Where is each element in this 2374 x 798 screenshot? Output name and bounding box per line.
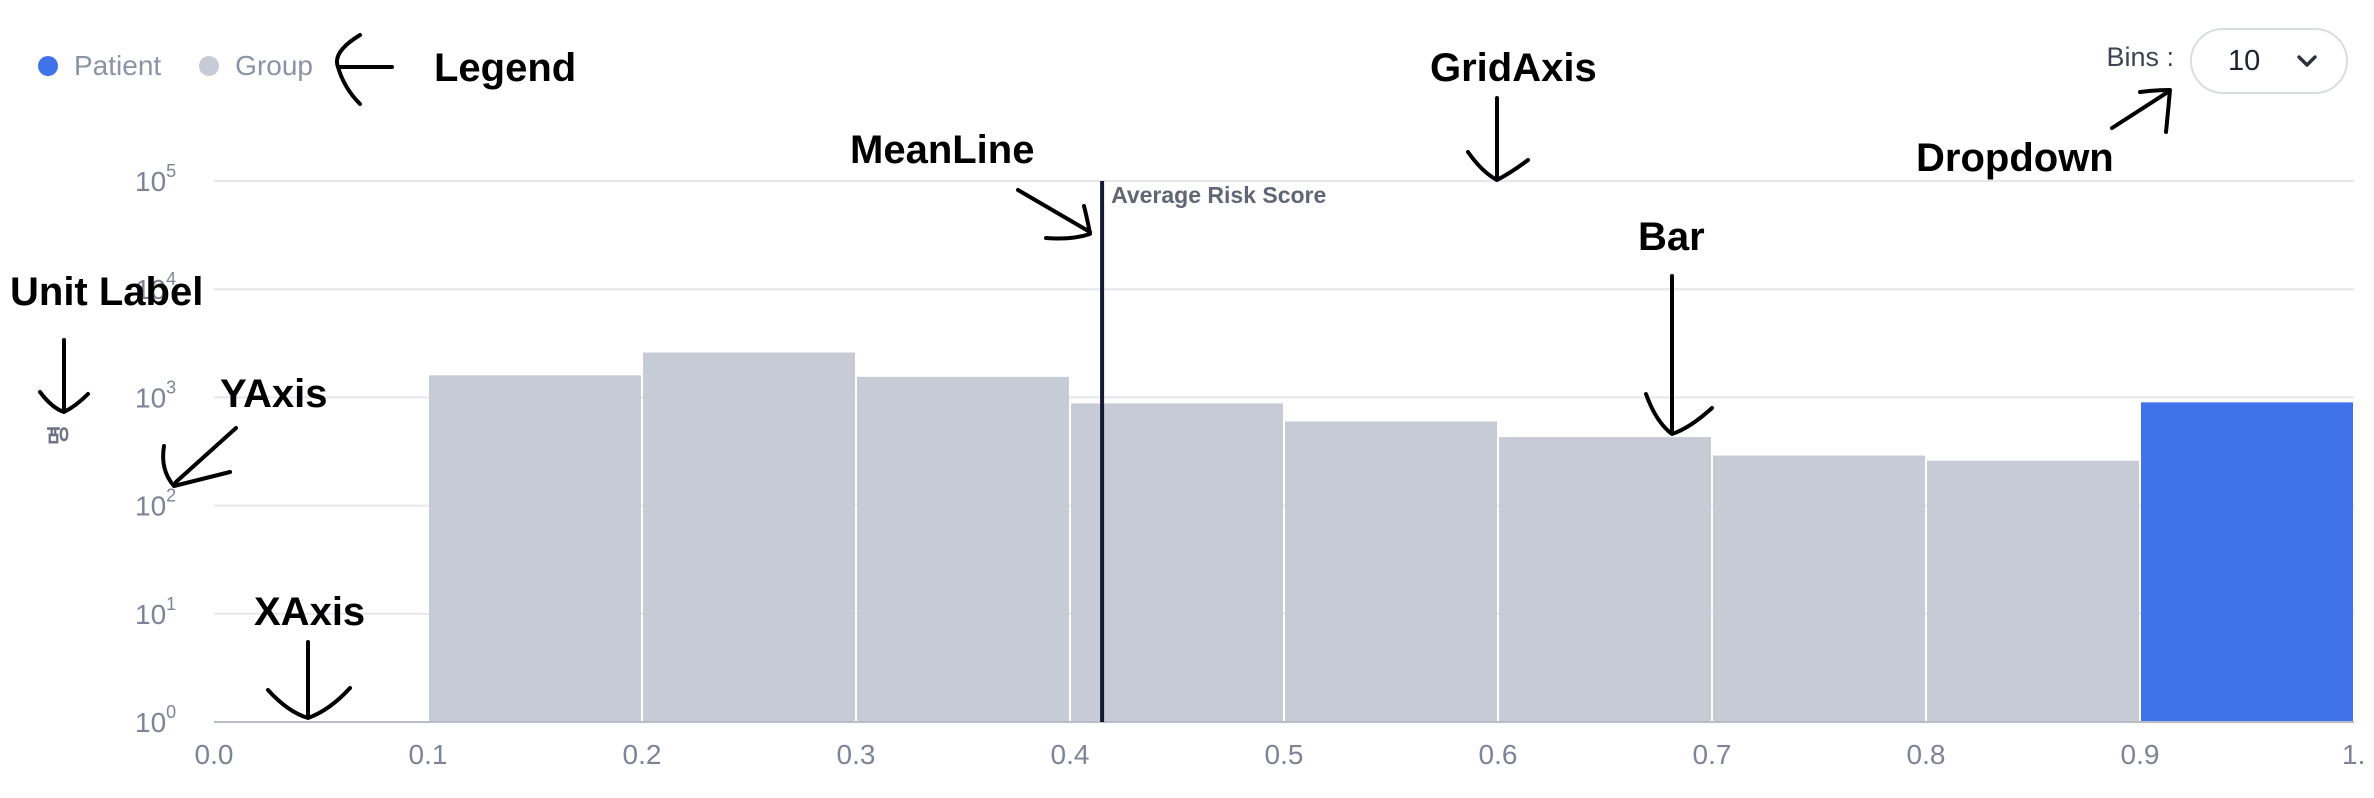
annotation-legend: Legend [434, 46, 576, 90]
x-tick-label: 0.6 [1479, 739, 1518, 770]
annotation-meanline-arrow [1016, 188, 1092, 241]
annotation-overlay: Legend GridAxis MeanLine Dropdown Unit L… [10, 33, 2172, 720]
bins-control: Bins : 10 [2106, 28, 2348, 94]
y-tick-label: 102 [135, 486, 176, 522]
annotation-unit-label-arrow [38, 338, 90, 414]
mean-line-group: Average Risk Score [1100, 181, 1326, 722]
bins-dropdown-value: 10 [2228, 44, 2261, 77]
annotation-meanline: MeanLine [850, 128, 1034, 172]
x-tick-label: 0.0 [195, 739, 234, 770]
legend-item-group[interactable]: Group [199, 50, 313, 82]
y-tick-label: 105 [135, 161, 176, 197]
annotation-unit-label: Unit Label [10, 270, 203, 314]
annotation-xaxis-arrow [266, 640, 352, 720]
x-tick-label: 0.4 [1051, 739, 1090, 770]
annotation-dropdown: Dropdown [1916, 136, 2114, 180]
x-axis: 0.0 0.1 0.2 0.3 0.4 0.5 0.6 0.7 0.8 0.9 1. [195, 739, 2366, 770]
legend-label-patient: Patient [74, 50, 162, 81]
bins-dropdown[interactable]: 10 [2190, 28, 2348, 94]
chevron-down-icon [2294, 48, 2320, 74]
annotation-gridaxis: GridAxis [1430, 46, 1597, 90]
patient-dot-icon [38, 56, 58, 76]
x-tick-label: 1. [2342, 739, 2365, 770]
legend: Patient Group [38, 46, 351, 86]
y-tick-label: 100 [135, 702, 176, 738]
annotation-xaxis: XAxis [254, 590, 365, 634]
bins-label: Bins : [2106, 41, 2174, 72]
y-tick-label: 103 [135, 377, 176, 413]
legend-label-group: Group [235, 50, 313, 81]
x-tick-label: 0.1 [409, 739, 448, 770]
annotation-gridaxis-arrow [1466, 96, 1530, 182]
annotation-yaxis: YAxis [220, 372, 328, 416]
x-tick-label: 0.8 [1907, 739, 1946, 770]
bar-group[interactable] [429, 375, 641, 722]
x-tick-label: 0.7 [1693, 739, 1732, 770]
annotation-bar: Bar [1638, 215, 1705, 259]
bars [429, 352, 2353, 722]
bar-group[interactable] [1713, 455, 1925, 722]
annotation-legend-arrow [335, 33, 394, 106]
annotation-yaxis-arrow [161, 426, 238, 488]
bar-patient[interactable] [2141, 402, 2353, 722]
x-tick-label: 0.5 [1265, 739, 1304, 770]
bar-group[interactable] [1499, 437, 1711, 722]
bar-group[interactable] [1927, 460, 2139, 722]
legend-item-patient[interactable]: Patient [38, 50, 161, 82]
x-tick-label: 0.2 [623, 739, 662, 770]
bar-group[interactable] [643, 352, 855, 722]
bar-group[interactable] [857, 376, 1069, 722]
bar-group[interactable] [1285, 421, 1497, 722]
unit-label: 명 [47, 425, 72, 445]
annotation-bar-arrow [1644, 274, 1714, 436]
x-tick-label: 0.9 [2121, 739, 2160, 770]
annotation-dropdown-arrow [2110, 88, 2172, 134]
group-dot-icon [199, 56, 220, 76]
mean-line-label: Average Risk Score [1111, 182, 1326, 208]
x-tick-label: 0.3 [837, 739, 876, 770]
y-tick-label: 101 [135, 594, 176, 630]
bar-group[interactable] [1071, 403, 1283, 722]
